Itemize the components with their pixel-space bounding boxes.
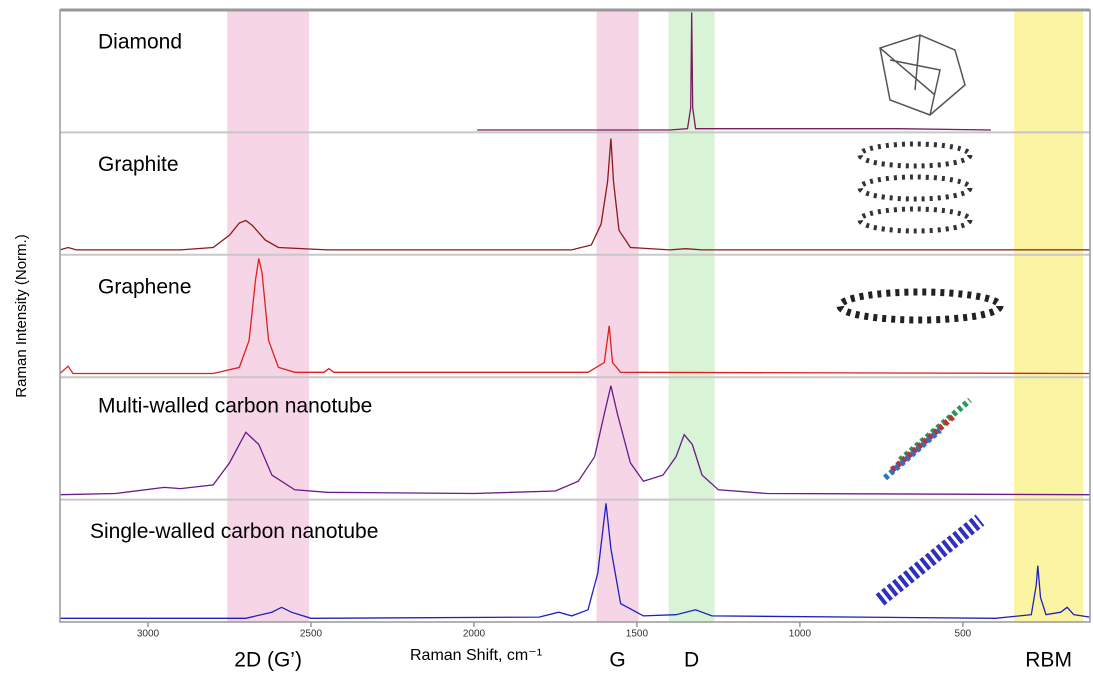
band-label: 2D (G’) (234, 649, 302, 672)
icons (836, 34, 1004, 606)
mwcnt-icon (883, 397, 972, 481)
panel-title: Graphene (98, 275, 191, 298)
band-label: G (609, 649, 625, 672)
x-tick-label: 1000 (789, 629, 812, 640)
spectrum-line (59, 258, 1091, 375)
band-region (1014, 10, 1084, 622)
band-region (227, 10, 310, 622)
spectrum-line (59, 138, 1090, 251)
graphene-icon (836, 288, 1004, 324)
y-axis-label: Raman Intensity (Norm.) (13, 234, 30, 397)
band-layer (227, 10, 1084, 622)
panel-title: Single-walled carbon nanotube (90, 520, 378, 543)
spectrum-line (477, 12, 991, 131)
band-label: RBM (1025, 649, 1072, 672)
x-tick-label: 1500 (626, 629, 649, 640)
panel-title: Graphite (98, 153, 179, 176)
graphite-icon (857, 141, 973, 234)
diamond-icon (879, 34, 966, 116)
x-tick-label: 2500 (300, 629, 323, 640)
x-tick-label: 500 (955, 629, 972, 640)
panel-title: Diamond (98, 31, 182, 54)
panel-title: Multi-walled carbon nanotube (98, 395, 372, 418)
swcnt-icon (875, 514, 985, 606)
spectrum-line (59, 385, 1091, 496)
x-tick-label: 2000 (463, 629, 486, 640)
plot-area: Diamond Graphite Graphene Multi-walled carb… (59, 12, 1091, 619)
x-axis-label: Raman Shift, cm⁻¹ (410, 647, 542, 664)
band-label: D (684, 649, 699, 672)
band-region (668, 10, 715, 622)
spectrum-line (60, 503, 1091, 619)
x-tick-label: 3000 (137, 629, 160, 640)
